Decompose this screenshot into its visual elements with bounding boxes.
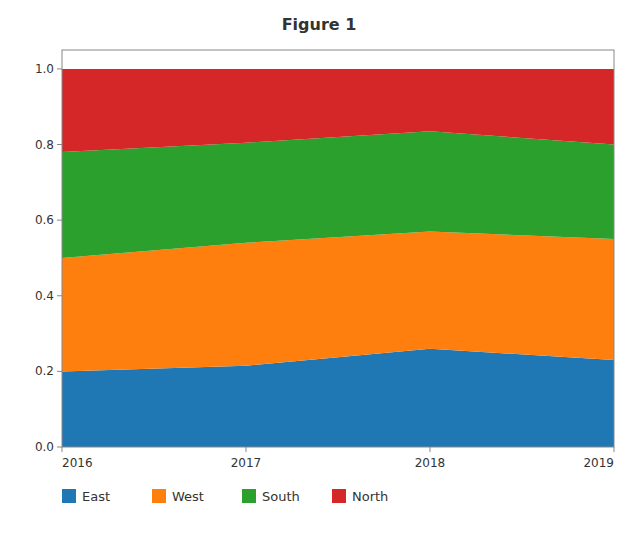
y-tick	[57, 68, 62, 69]
legend: East West South North	[62, 489, 388, 504]
x-tick-label: 2017	[231, 456, 262, 470]
x-tick	[614, 447, 615, 452]
x-tick	[62, 447, 63, 452]
plot-frame	[62, 50, 614, 447]
x-tick-label: 2018	[415, 456, 446, 470]
plot-areas	[62, 69, 614, 447]
y-tick	[57, 447, 62, 448]
legend-label: North	[352, 489, 388, 504]
area	[62, 231, 614, 371]
x-tick	[246, 447, 247, 452]
x-tick-label: 2019	[583, 456, 614, 470]
chart-svg: Figure 10.00.20.40.60.81.020162017201820…	[0, 0, 638, 537]
x-tick-label: 2016	[62, 456, 93, 470]
y-tick-label: 0.0	[35, 440, 54, 454]
y-axis: 0.0 0.2 0.4 0.6 0.8 1.0	[35, 62, 62, 454]
area	[62, 69, 614, 152]
x-tick	[430, 447, 431, 452]
chart-title: Figure 1	[282, 15, 357, 34]
y-tick-label: 0.2	[35, 364, 54, 378]
x-axis: 2016 2017 2018 2019	[62, 447, 614, 470]
legend-swatch	[332, 489, 346, 503]
y-tick-label: 0.6	[35, 213, 54, 227]
area	[62, 131, 614, 258]
legend-label: West	[172, 489, 204, 504]
legend-swatch	[242, 489, 256, 503]
legend-label: South	[262, 489, 300, 504]
y-tick	[57, 220, 62, 221]
y-tick-label: 0.8	[35, 138, 54, 152]
legend-label: East	[82, 489, 110, 504]
y-tick	[57, 371, 62, 372]
legend-swatch	[62, 489, 76, 503]
chart-container: Figure 10.00.20.40.60.81.020162017201820…	[0, 0, 638, 537]
y-tick	[57, 144, 62, 145]
y-tick-label: 1.0	[35, 62, 54, 76]
y-tick-label: 0.4	[35, 289, 54, 303]
legend-swatch	[152, 489, 166, 503]
y-tick	[57, 295, 62, 296]
